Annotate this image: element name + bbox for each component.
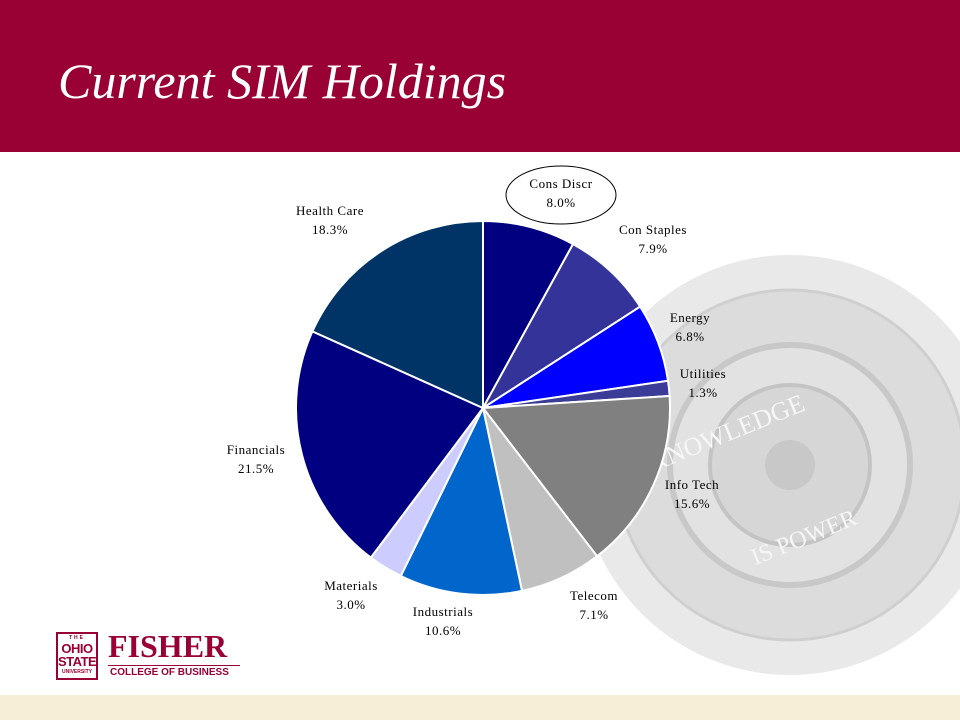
slice-category-label: Cons Discr	[529, 176, 592, 191]
pie-slice-industrials	[399, 404, 524, 596]
pie-labels: Cons Discr 8.0% Con Staples 7.9% Energy 6.8% U…	[227, 176, 726, 638]
slice-category-label: Materials	[324, 578, 378, 593]
slice-value-label: 21.5%	[238, 461, 274, 476]
pie-slice-info-tech	[481, 394, 671, 558]
slice-value-label: 7.9%	[638, 241, 667, 256]
slide-title: Current SIM Holdings	[58, 53, 507, 109]
pie-label-info-tech: Info Tech 15.6%	[665, 477, 719, 511]
pie-label-utilities: Utilities 1.3%	[680, 366, 726, 400]
slice-value-label: 8.0%	[546, 195, 575, 210]
slice-category-label: Con Staples	[619, 222, 687, 237]
college-of-business: COLLEGE OF BUSINESS	[110, 667, 229, 678]
pie-label-cons-discr: Cons Discr 8.0%	[529, 176, 592, 210]
pie-label-con-staples: Con Staples 7.9%	[619, 222, 687, 256]
slice-value-label: 15.6%	[674, 496, 710, 511]
osu-the: THE	[69, 635, 85, 641]
fisher-college-logo: THE OHIO STATE UNIVERSITY FISHER COLLEGE…	[56, 628, 246, 684]
pie-label-health-care: Health Care 18.3%	[296, 203, 364, 237]
slice-value-label: 7.1%	[579, 607, 608, 622]
osu-university: UNIVERSITY	[61, 669, 92, 675]
osu-logo-box: THE OHIO STATE UNIVERSITY	[56, 632, 98, 680]
slice-category-label: Info Tech	[665, 477, 719, 492]
pie-label-telecom: Telecom 7.1%	[570, 588, 618, 622]
slice-category-label: Financials	[227, 442, 285, 457]
slice-value-label: 1.3%	[688, 385, 717, 400]
slice-category-label: Energy	[670, 310, 710, 325]
pie-label-financials: Financials 21.5%	[227, 442, 285, 476]
pie-slice-cons-discr	[482, 219, 575, 409]
slice-category-label: Health Care	[296, 203, 364, 218]
pie-slice-health-care	[311, 219, 484, 410]
slice-category-label: Utilities	[680, 366, 726, 381]
title-bar: Current SIM Holdings	[0, 0, 960, 152]
slice-category-label: Telecom	[570, 588, 618, 603]
pie-slices	[295, 219, 671, 596]
cons-discr-highlight-oval	[505, 165, 617, 225]
osu-ohio: OHIO	[61, 641, 93, 656]
slice-category-label: Industrials	[413, 604, 473, 619]
slice-value-label: 10.6%	[425, 623, 461, 638]
fisher-wordmark: FISHER	[108, 628, 228, 664]
pie-label-energy: Energy 6.8%	[670, 310, 710, 344]
university-seal-watermark: KNOWLEDGE IS POWER	[580, 255, 960, 675]
pie-label-materials: Materials 3.0%	[324, 578, 378, 612]
slice-value-label: 3.0%	[336, 597, 365, 612]
fisher-rule	[108, 665, 240, 666]
osu-state: STATE	[58, 654, 97, 669]
slice-value-label: 18.3%	[312, 222, 348, 237]
footer-band	[0, 695, 960, 720]
slice-value-label: 6.8%	[675, 329, 704, 344]
pie-slice-con-staples	[482, 242, 642, 409]
pie-label-industrials: Industrials 10.6%	[413, 604, 473, 638]
